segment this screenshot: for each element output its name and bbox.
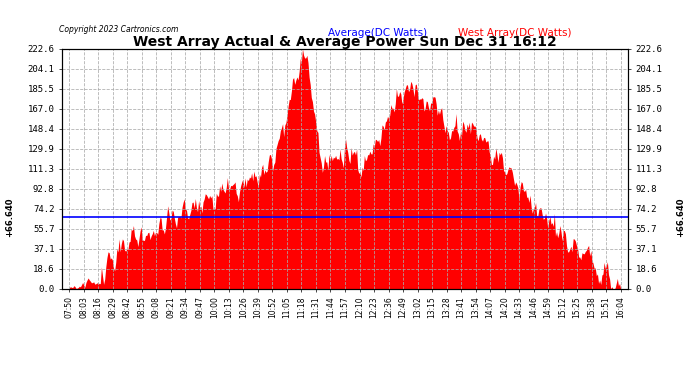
Text: +66.640: +66.640 xyxy=(5,197,14,237)
Title: West Array Actual & Average Power Sun Dec 31 16:12: West Array Actual & Average Power Sun De… xyxy=(133,35,557,49)
Text: Copyright 2023 Cartronics.com: Copyright 2023 Cartronics.com xyxy=(59,25,178,34)
Text: West Array(DC Watts): West Array(DC Watts) xyxy=(458,28,571,38)
Text: +66.640: +66.640 xyxy=(676,197,685,237)
Text: Average(DC Watts): Average(DC Watts) xyxy=(328,28,427,38)
